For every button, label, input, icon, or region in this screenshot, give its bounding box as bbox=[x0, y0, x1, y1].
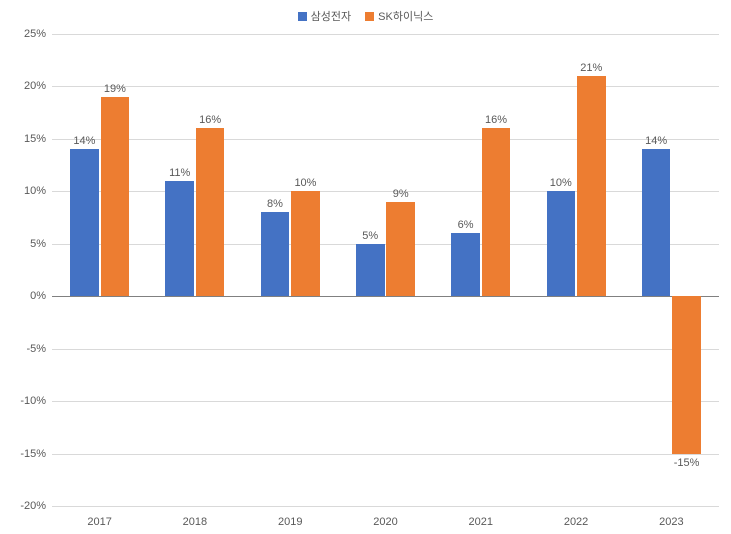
bar bbox=[70, 149, 99, 296]
bar bbox=[101, 97, 130, 296]
bar-value-label: 11% bbox=[169, 167, 190, 179]
y-axis-label: 15% bbox=[8, 133, 46, 145]
legend-swatch bbox=[365, 12, 374, 21]
y-axis-label: 25% bbox=[8, 28, 46, 40]
bar bbox=[547, 191, 576, 296]
bar-value-label: 16% bbox=[485, 114, 507, 126]
x-axis-label: 2020 bbox=[373, 516, 397, 528]
x-axis-label: 2017 bbox=[87, 516, 111, 528]
legend-item: 삼성전자 bbox=[298, 8, 351, 24]
bar-value-label: 9% bbox=[393, 188, 409, 200]
y-axis-label: -10% bbox=[8, 395, 46, 407]
bar bbox=[642, 149, 671, 296]
bar bbox=[291, 191, 320, 296]
bar bbox=[196, 128, 225, 296]
bar-value-label: 21% bbox=[580, 62, 602, 74]
y-axis-label: 20% bbox=[8, 80, 46, 92]
bar-value-label: 14% bbox=[645, 135, 667, 147]
legend-label: SK하이닉스 bbox=[378, 8, 433, 24]
y-axis-label: 0% bbox=[8, 290, 46, 302]
bar bbox=[386, 202, 415, 296]
bar-value-label: 16% bbox=[199, 114, 221, 126]
y-axis-label: -5% bbox=[8, 343, 46, 355]
legend-label: 삼성전자 bbox=[311, 8, 351, 24]
legend-swatch bbox=[298, 12, 307, 21]
grid-line bbox=[52, 454, 719, 455]
bar-value-label: 6% bbox=[458, 219, 474, 231]
bar bbox=[672, 296, 701, 453]
chart-container: 삼성전자 SK하이닉스 25% 20% 15% 10% 5% 0% -5% -10% -15% -2… bbox=[0, 0, 731, 534]
plot-area: 25%20%15%10%5%0%-5%-10%-15%-20%201714%19… bbox=[52, 34, 719, 506]
bar bbox=[261, 212, 290, 296]
bar bbox=[451, 233, 480, 296]
grid-line bbox=[52, 506, 719, 507]
bar bbox=[356, 244, 385, 296]
x-axis-label: 2018 bbox=[183, 516, 207, 528]
legend-item: SK하이닉스 bbox=[365, 8, 433, 24]
y-axis-label: -15% bbox=[8, 448, 46, 460]
bar-value-label: 19% bbox=[104, 83, 126, 95]
x-axis-label: 2021 bbox=[469, 516, 493, 528]
y-axis-label: 5% bbox=[8, 238, 46, 250]
grid-line bbox=[52, 86, 719, 87]
bar bbox=[577, 76, 606, 296]
bar-value-label: 14% bbox=[73, 135, 95, 147]
y-axis-label: 10% bbox=[8, 185, 46, 197]
bar-value-label: 10% bbox=[550, 177, 572, 189]
bar bbox=[165, 181, 194, 296]
grid-line bbox=[52, 401, 719, 402]
x-axis-label: 2019 bbox=[278, 516, 302, 528]
x-axis-label: 2022 bbox=[564, 516, 588, 528]
y-axis-label: -20% bbox=[8, 500, 46, 512]
x-axis-label: 2023 bbox=[659, 516, 683, 528]
grid-line bbox=[52, 296, 719, 297]
grid-line bbox=[52, 34, 719, 35]
grid-line bbox=[52, 191, 719, 192]
bar-value-label: 5% bbox=[362, 230, 378, 242]
bar-value-label: 8% bbox=[267, 198, 283, 210]
bar bbox=[482, 128, 511, 296]
bar-value-label: 10% bbox=[294, 177, 316, 189]
legend: 삼성전자 SK하이닉스 bbox=[0, 8, 731, 24]
grid-line bbox=[52, 349, 719, 350]
grid-line bbox=[52, 139, 719, 140]
bar-value-label: -15% bbox=[674, 457, 700, 469]
